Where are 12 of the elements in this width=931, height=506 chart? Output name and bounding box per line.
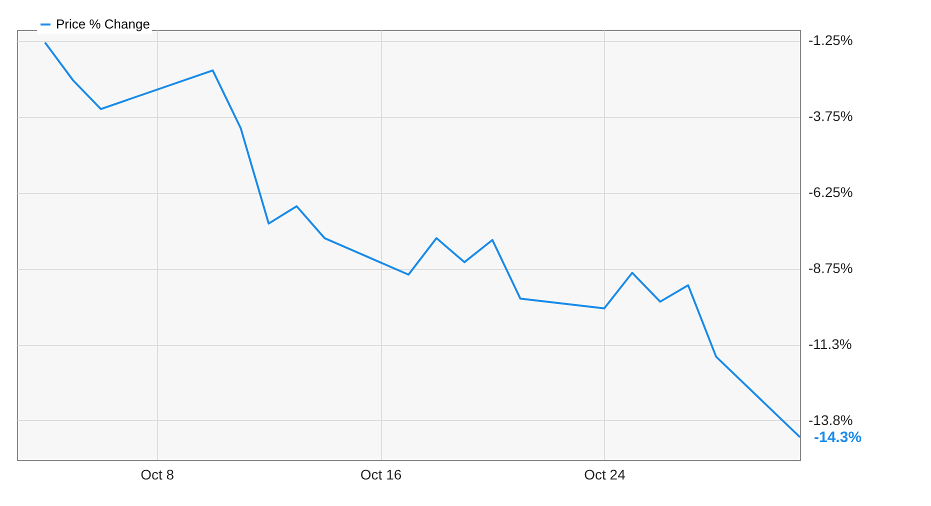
- legend-label: Price % Change: [56, 16, 150, 32]
- x-tick-label: Oct 24: [584, 466, 626, 482]
- y-tick-label: -3.75%: [808, 108, 853, 124]
- x-tick-label: Oct 8: [140, 466, 174, 482]
- y-tick-label: -8.75%: [808, 260, 853, 276]
- x-tick-label: Oct 16: [360, 466, 402, 482]
- y-tick-label: -13.8%: [808, 412, 853, 428]
- y-tick-label: -11.3%: [808, 336, 852, 352]
- data-label: -14.3%: [814, 429, 862, 446]
- line-series: [44, 41, 801, 438]
- y-tick-label: -1.25%: [808, 32, 853, 48]
- y-tick-label: -6.25%: [808, 184, 853, 200]
